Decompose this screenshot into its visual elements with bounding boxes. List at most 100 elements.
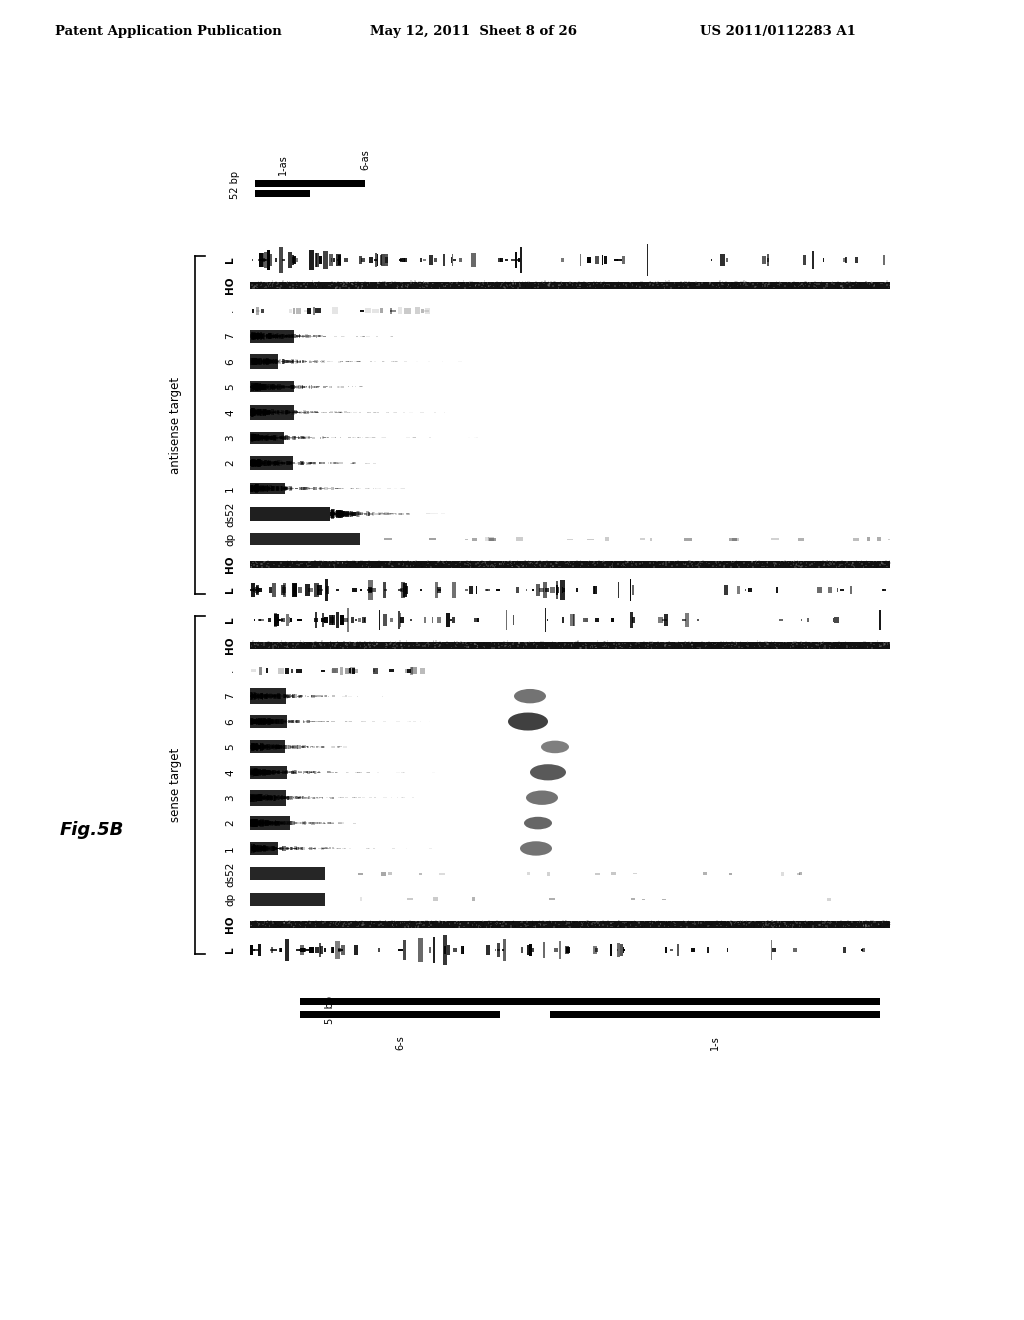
Bar <box>441 282 442 284</box>
Bar <box>252 359 255 364</box>
Bar <box>475 642 477 643</box>
Bar <box>772 921 774 923</box>
Bar <box>267 696 269 697</box>
Bar <box>259 335 261 338</box>
Bar <box>831 282 833 284</box>
Bar <box>267 820 268 826</box>
Bar <box>263 486 266 491</box>
Bar <box>868 561 869 564</box>
Bar <box>426 642 428 643</box>
Bar <box>251 795 253 801</box>
Bar <box>332 510 334 517</box>
Bar <box>460 643 461 644</box>
Bar <box>452 616 456 623</box>
Bar <box>793 643 794 644</box>
Bar <box>608 284 609 285</box>
Bar <box>796 923 798 924</box>
Bar <box>253 770 255 775</box>
Bar <box>346 644 348 645</box>
Bar <box>262 821 266 825</box>
Bar <box>392 921 394 924</box>
Bar <box>536 643 538 644</box>
Bar <box>647 643 648 644</box>
Bar <box>680 925 682 927</box>
Bar <box>293 436 296 440</box>
Bar <box>565 566 566 568</box>
Bar <box>341 282 342 284</box>
Bar <box>604 284 605 285</box>
Bar <box>255 484 259 492</box>
Bar <box>481 562 483 565</box>
Bar <box>590 561 591 562</box>
Bar <box>252 384 255 389</box>
Bar <box>409 561 411 562</box>
Bar <box>348 669 353 673</box>
Bar <box>496 924 498 925</box>
Bar <box>264 409 266 416</box>
Bar <box>502 561 503 562</box>
Bar <box>261 718 263 725</box>
Bar <box>267 924 268 925</box>
Bar <box>636 286 637 288</box>
Bar <box>766 924 768 925</box>
Bar <box>685 643 686 644</box>
Bar <box>354 512 359 515</box>
Bar <box>274 412 275 413</box>
Bar <box>336 921 337 924</box>
Bar <box>282 411 284 414</box>
Bar <box>835 647 836 648</box>
Bar <box>286 796 290 800</box>
Bar <box>309 335 311 337</box>
Bar <box>353 412 356 413</box>
Bar <box>582 645 583 647</box>
Bar <box>421 309 424 313</box>
Bar <box>471 925 472 927</box>
Bar <box>333 772 334 774</box>
Bar <box>805 284 807 285</box>
Bar <box>253 771 254 774</box>
Bar <box>584 562 585 564</box>
Bar <box>295 286 296 288</box>
Bar <box>317 772 321 774</box>
Bar <box>370 566 372 568</box>
Bar <box>518 643 520 644</box>
Bar <box>583 645 584 647</box>
Bar <box>861 920 863 921</box>
Bar <box>698 282 700 285</box>
Bar <box>581 566 582 568</box>
Bar <box>603 923 605 924</box>
Bar <box>546 564 547 565</box>
Bar <box>252 820 254 826</box>
Bar <box>524 560 526 561</box>
Bar <box>664 564 665 565</box>
Bar <box>592 562 594 565</box>
Bar <box>380 561 381 562</box>
Bar <box>274 385 278 388</box>
Bar <box>251 484 253 492</box>
Bar <box>783 560 784 561</box>
Bar <box>847 644 849 645</box>
Bar <box>289 486 292 491</box>
Bar <box>869 562 870 564</box>
Bar <box>504 921 505 923</box>
Bar <box>266 921 267 923</box>
Bar <box>317 822 319 824</box>
Bar <box>852 561 854 564</box>
Bar <box>644 925 645 927</box>
Bar <box>335 511 340 517</box>
Bar <box>469 288 471 289</box>
Bar <box>839 562 840 564</box>
Bar <box>326 645 328 647</box>
Bar <box>712 643 713 644</box>
Bar <box>847 281 848 282</box>
Bar <box>269 642 271 643</box>
Bar <box>282 642 284 644</box>
Bar <box>266 281 268 282</box>
Bar <box>334 566 335 568</box>
Bar <box>263 696 267 697</box>
Bar <box>542 281 543 282</box>
Bar <box>264 411 267 414</box>
Bar <box>344 257 348 261</box>
Bar <box>262 385 265 389</box>
Bar <box>827 564 828 565</box>
